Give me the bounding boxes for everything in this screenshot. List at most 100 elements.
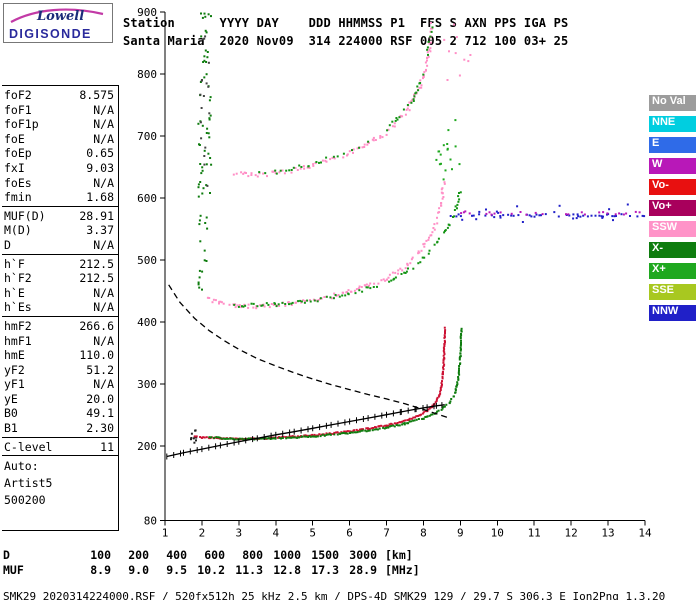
param-row-foep: foEp 0.65 xyxy=(2,146,118,161)
dmuf-row-d: D 100 200 400 600 800 1000 1500 3000 [km] xyxy=(3,548,420,563)
legend-item-ssw: SSW xyxy=(649,221,696,237)
trace-electron-density-profile xyxy=(166,402,445,460)
y-tick-label: 300 xyxy=(137,378,157,391)
dmuf-table: D 100 200 400 600 800 1000 1500 3000 [km] MUF 8.9 9.… xyxy=(3,548,420,577)
trace-rfi-band-violet xyxy=(460,210,641,216)
y-tick-label: 600 xyxy=(137,192,157,205)
trace-f-trace-3hop-x xyxy=(258,26,434,175)
dmuf-value: 100 xyxy=(90,548,111,562)
trace-f-trace-2hop-o xyxy=(206,181,446,310)
param-label: foEs xyxy=(4,175,32,190)
x-tick-label: 11 xyxy=(528,526,541,539)
param-value: 2.30 xyxy=(86,421,114,436)
param-value: N/A xyxy=(93,377,114,392)
param-group: C-level 11 xyxy=(2,436,118,456)
param-row-b0: B0 49.1 xyxy=(2,406,118,421)
param-value: 51.2 xyxy=(86,362,114,377)
y-tick-label: 80 xyxy=(144,514,157,527)
param-value: N/A xyxy=(93,131,114,146)
param-label: yF2 xyxy=(4,362,25,377)
param-row-h-es: h`Es N/A xyxy=(2,300,118,315)
param-row-fof2: foF2 8.575 xyxy=(2,88,118,103)
dmuf-value: 12.8 xyxy=(273,562,301,577)
legend-item-vo: Vo+ xyxy=(649,200,696,216)
param-label: 500200 xyxy=(4,493,46,508)
param-value: 8.575 xyxy=(79,88,114,102)
param-value: 28.91 xyxy=(79,208,114,223)
dmuf-value: 11.3 xyxy=(235,562,263,577)
param-row-h-e: h`E N/A xyxy=(2,286,118,301)
x-tick-label: 12 xyxy=(564,526,577,539)
param-value: 266.6 xyxy=(79,318,114,333)
dmuf-value: 17.3 xyxy=(311,562,339,577)
trace-f-trace-3hop-o xyxy=(232,22,434,178)
param-label: Auto: xyxy=(4,459,39,474)
param-row-h-f2: h`F2 212.5 xyxy=(2,271,118,286)
dmuf-unit: [MHz] xyxy=(385,562,420,577)
legend-item-x: X+ xyxy=(649,263,696,279)
dmuf-value: 9.0 xyxy=(128,562,149,577)
dmuf-row-label: D xyxy=(3,548,10,562)
x-tick-label: 7 xyxy=(383,526,390,539)
dmuf-value: 800 xyxy=(242,548,263,562)
param-label: hmF1 xyxy=(4,333,32,348)
param-value: 49.1 xyxy=(86,406,114,421)
x-tick-label: 8 xyxy=(420,526,427,539)
param-row-d: D N/A xyxy=(2,238,118,253)
param-row-hme: hmE 110.0 xyxy=(2,348,118,363)
param-value: N/A xyxy=(93,102,114,117)
param-row-hmf1: hmF1 N/A xyxy=(2,334,118,349)
param-row-fof1p: foF1p N/A xyxy=(2,117,118,132)
param-row-ye: yE 20.0 xyxy=(2,392,118,407)
param-label: hmF2 xyxy=(4,318,32,333)
legend-item-nne: NNE xyxy=(649,116,696,132)
param-label: h`E xyxy=(4,285,25,300)
param-group: MUF(D) 28.91 M(D) 3.37 D N/A xyxy=(2,205,118,254)
logo-product-text: DIGISONDE xyxy=(9,27,92,41)
param-value: 20.0 xyxy=(86,391,114,406)
param-label: B0 xyxy=(4,406,18,421)
param-label: yE xyxy=(4,391,18,406)
echo-direction-legend: No Val NNE E W Vo- Vo+ SSW X- X+ SSE NNW xyxy=(649,95,696,326)
x-tick-label: 13 xyxy=(601,526,614,539)
trace-f-trace-2hop-x xyxy=(233,191,462,308)
param-label: hmE xyxy=(4,348,25,363)
dmuf-row-muf: MUF 8.9 9.0 9.5 10.2 11.3 12.8 17.3 28.9 [MHz] xyxy=(3,563,420,578)
legend-item-w: W xyxy=(649,158,696,174)
param-value: N/A xyxy=(93,333,114,348)
x-tick-label: 14 xyxy=(638,526,652,539)
param-row-c-level: C-level 11 xyxy=(2,440,118,455)
y-tick-label: 700 xyxy=(137,130,157,143)
param-label: C-level xyxy=(4,439,53,454)
param-value: 9.03 xyxy=(86,160,114,175)
param-label: MUF(D) xyxy=(4,208,46,223)
param-value: N/A xyxy=(93,175,114,190)
param-row-hmf2: hmF2 266.6 xyxy=(2,319,118,334)
param-group: Auto: Artist5 500200 xyxy=(2,455,118,510)
legend-item-x: X- xyxy=(649,242,696,258)
legend-item-e: E xyxy=(649,137,696,153)
y-tick-label: 200 xyxy=(137,440,157,453)
dmuf-value: 1000 xyxy=(273,548,301,562)
trace-scatter-left-column-green xyxy=(197,12,213,222)
param-label: fmin xyxy=(4,190,32,205)
param-label: Artist5 xyxy=(4,476,53,491)
x-tick-label: 10 xyxy=(491,526,504,539)
param-value: N/A xyxy=(93,285,114,300)
param-label: foEp xyxy=(4,146,32,161)
dmuf-value: 600 xyxy=(204,548,225,562)
param-row-muf-d: MUF(D) 28.91 xyxy=(2,209,118,224)
param-panel: foF2 8.575 foF1 N/A foF1p N/A foE N/A foEp 0.65 fx… xyxy=(2,85,119,531)
param-row-foes: foEs N/A xyxy=(2,176,118,191)
param-label: h`F xyxy=(4,256,25,271)
legend-item-vo: Vo- xyxy=(649,179,696,195)
param-group: foF2 8.575 foF1 N/A foF1p N/A foE N/A foEp 0.65 fx… xyxy=(2,85,118,206)
param-value: 212.5 xyxy=(79,256,114,271)
y-tick-label: 400 xyxy=(137,316,157,329)
param-label: M(D) xyxy=(4,223,32,238)
status-line: SMK29_2020314224000.RSF / 520fx512h 25 k… xyxy=(3,590,666,600)
param-row-fxi: fxI 9.03 xyxy=(2,161,118,176)
dmuf-value: 200 xyxy=(128,548,149,562)
y-tick-label: 500 xyxy=(137,254,157,267)
